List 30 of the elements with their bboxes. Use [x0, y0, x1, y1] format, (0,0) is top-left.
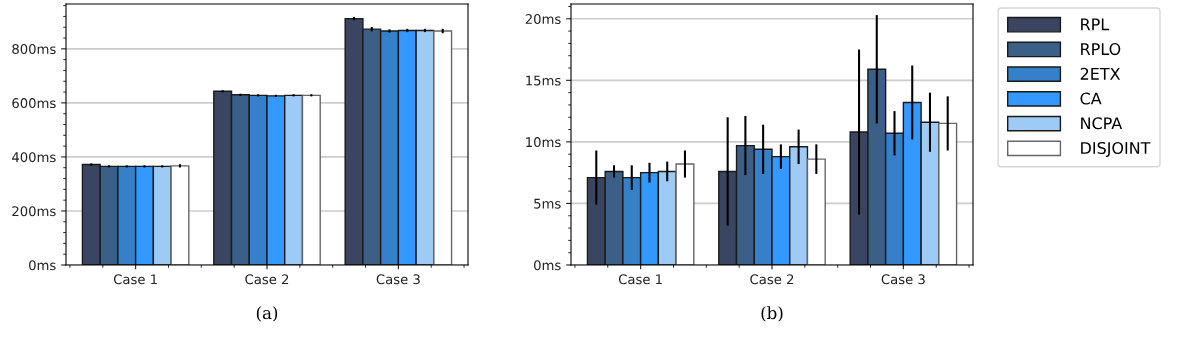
y-tick-label: 400ms [12, 152, 56, 163]
x-tick-label: Case 1 [113, 274, 157, 285]
y-tick-label: 200ms [12, 206, 56, 217]
bar [170, 165, 190, 265]
x-axis-title: (a) [256, 306, 278, 322]
bar [806, 158, 826, 265]
x-axis-title: (b) [761, 306, 783, 322]
y-tick-label: 800ms [12, 44, 56, 55]
legend-label: RPL [1081, 18, 1110, 31]
bar [433, 30, 453, 265]
x-tick-label: Case 1 [618, 274, 662, 285]
y-tick-label: 0ms [534, 260, 561, 271]
y-tick-label: 0ms [29, 260, 56, 271]
x-tick-label: Case 2 [750, 274, 794, 285]
y-tick-label: 600ms [12, 98, 56, 109]
x-tick-label: Case 2 [245, 274, 289, 285]
x-tick-label: Case 3 [881, 274, 925, 285]
bar [301, 94, 321, 265]
legend-label: NCPA [1081, 117, 1123, 130]
legend-label: DISJOINT [1081, 141, 1151, 158]
legend-label: CA [1080, 92, 1102, 105]
y-tick-label: 20ms [525, 13, 561, 24]
y-tick-label: 5ms [534, 198, 561, 209]
bar [938, 122, 958, 265]
y-tick-label: 15ms [526, 75, 561, 86]
legend-label: RPLO [1081, 43, 1121, 56]
y-tick-label: 10ms [526, 137, 561, 148]
bar [675, 163, 695, 265]
legend-label: 2ETX [1080, 67, 1121, 80]
x-tick-label: Case 3 [376, 274, 420, 285]
